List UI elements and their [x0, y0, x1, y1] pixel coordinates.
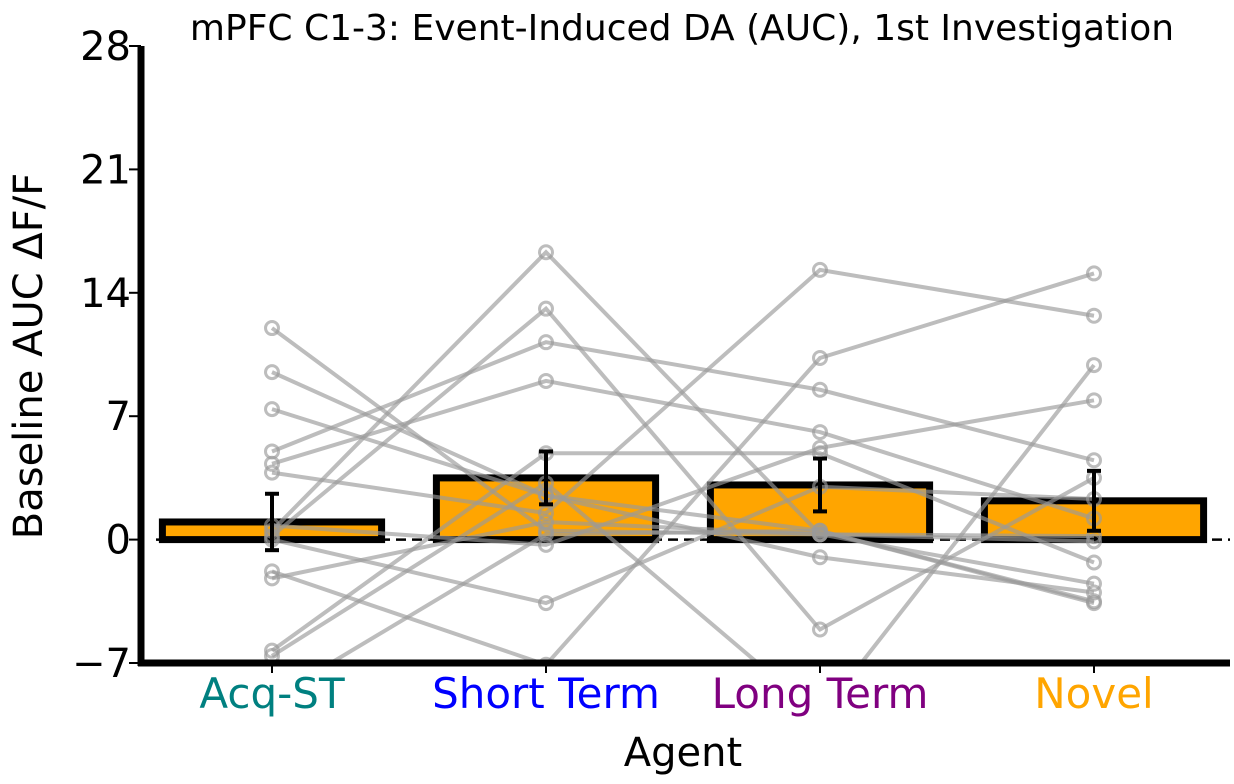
subject-point-14-2: [812, 522, 828, 539]
subject-point-9-0: [264, 570, 280, 587]
subject-line-6: [270, 249, 1095, 586]
subject-point-13-1: [538, 595, 554, 612]
subject-point-0-0: [264, 320, 280, 337]
subject-point-1-0: [264, 364, 280, 381]
error-bars-layer: [265, 449, 1101, 553]
subject-point-12-2: [812, 439, 828, 456]
subject-point-7-2: [812, 621, 828, 638]
chart-title: mPFC C1-3: Event-Induced DA (AUC), 1st I…: [190, 8, 1174, 49]
x-axis-label: Agent: [624, 730, 742, 776]
subject-point-4-2: [812, 424, 828, 441]
subject-line-10: [270, 451, 1095, 653]
subject-point-3-3: [1086, 452, 1102, 469]
y-tick-label-2: 7: [106, 394, 131, 440]
subject-point-3-1: [538, 334, 554, 351]
subject-point-4-1: [538, 372, 554, 389]
subject-point-5-1: [538, 505, 554, 522]
subject-point-10-3: [1086, 554, 1102, 571]
y-tick-label-1: 0: [106, 518, 131, 564]
subject-line-3: [271, 340, 1095, 463]
subject-point-14-1: [538, 526, 554, 543]
x-tick-label-2: Long Term: [712, 669, 929, 718]
subject-point-8-2: [812, 350, 828, 367]
subject-line-14: [327, 528, 1095, 663]
subject-point-8-1: [538, 656, 554, 663]
subject-point-7-1: [538, 300, 554, 317]
x-ticks-layer: Acq-ST Short Term Long Term Novel: [199, 663, 1154, 718]
subject-point-14-3: [1086, 595, 1102, 612]
subject-lines-layer: [264, 244, 1102, 663]
subject-point-6-3: [1086, 575, 1102, 592]
y-tick-label-4: 21: [80, 147, 131, 193]
x-tick-label-3: Novel: [1034, 669, 1153, 718]
y-ticks-layer: −7 0 7 14 21 28: [72, 24, 141, 687]
subject-point-2-0: [264, 401, 280, 418]
subject-point-6-1: [538, 244, 554, 261]
y-tick-label-0: −7: [72, 641, 131, 687]
subject-point-12-3: [1086, 392, 1102, 409]
subject-line-2: [271, 407, 1095, 595]
subject-point-4-0: [264, 455, 280, 472]
subject-point-5-0: [264, 464, 280, 481]
y-axis-label: Baseline AUC ΔF/F: [6, 173, 52, 539]
subject-point-8-3: [1086, 265, 1102, 282]
y-tick-label-3: 14: [80, 271, 131, 317]
subject-point-3-2: [812, 381, 828, 398]
subject-point-9-3: [1086, 533, 1102, 550]
subject-point-2-2: [812, 549, 828, 566]
subject-point-2-3: [1086, 584, 1102, 601]
subject-point-12-1: [538, 536, 554, 553]
subject-line-7: [270, 305, 1095, 633]
axes-layer: [137, 46, 1230, 667]
subject-line-12: [271, 398, 1095, 547]
subject-point-5-2: [812, 261, 828, 278]
subject-line-13: [271, 484, 1095, 606]
subject-point-5-3: [1086, 307, 1102, 324]
subject-point-11-3: [1086, 357, 1102, 374]
x-tick-label-1: Short Term: [432, 669, 660, 718]
x-tick-label-0: Acq-ST: [199, 669, 345, 718]
y-tick-label-5: 28: [80, 24, 131, 70]
